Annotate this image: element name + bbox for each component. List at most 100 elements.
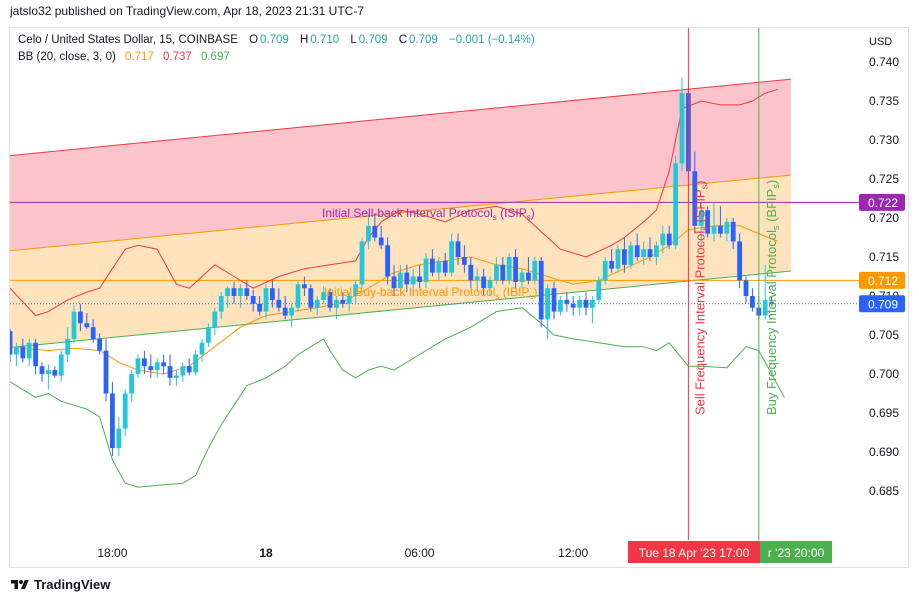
candle-body xyxy=(494,264,499,281)
candle-body xyxy=(308,288,314,308)
candle-body xyxy=(206,327,211,343)
candle-body xyxy=(506,257,512,281)
sell-zone xyxy=(10,79,791,251)
candle-body xyxy=(692,171,698,226)
candle-body xyxy=(295,284,301,308)
candle-body xyxy=(26,342,32,359)
candle-body xyxy=(129,374,134,394)
candle-body xyxy=(84,323,90,328)
candle-body xyxy=(346,296,352,304)
candle-body xyxy=(577,299,582,308)
symbol-legend: Celo / United States Dollar, 15, COINBAS… xyxy=(18,34,537,46)
isip-price-badge-bg xyxy=(859,193,905,211)
candle-body xyxy=(436,260,442,273)
bb-legend: BB (20, close, 3, 0) 0.717 0.737 0.697 xyxy=(18,51,232,63)
y-tick-label: 0.725 xyxy=(869,172,899,186)
candle-body xyxy=(193,354,198,373)
y-tick-label: 0.705 xyxy=(869,328,899,342)
candle-body xyxy=(641,249,646,257)
candle-body xyxy=(622,249,627,265)
candle-body xyxy=(180,366,186,376)
candle-body xyxy=(14,346,19,355)
high-value: 0.710 xyxy=(310,34,340,46)
y-tick-label: 0.685 xyxy=(869,484,899,498)
isip-price-badge: 0.722 xyxy=(868,196,898,210)
y-tick-label: 0.700 xyxy=(869,367,899,381)
candle-body xyxy=(238,288,243,296)
candle-body xyxy=(513,257,518,282)
bb-upper-value: 0.737 xyxy=(162,51,192,63)
candle-body xyxy=(487,280,493,289)
candle-body xyxy=(519,272,525,282)
candle-body xyxy=(372,225,378,238)
candle-body xyxy=(71,311,77,339)
y-tick-label: 0.730 xyxy=(869,133,899,147)
y-tick-label: 0.695 xyxy=(869,406,899,420)
candle-body xyxy=(385,245,390,277)
open-value: 0.709 xyxy=(260,34,289,46)
candle-body xyxy=(449,241,454,273)
candle-body xyxy=(391,276,397,289)
candle-body xyxy=(590,299,595,308)
candle-body xyxy=(97,338,102,351)
candle-body xyxy=(724,221,730,234)
candle-body xyxy=(116,428,122,449)
candle-body xyxy=(602,260,608,281)
y-axis-unit: USD xyxy=(869,36,892,48)
symbol-name: Celo / United States Dollar, 15, COINBAS… xyxy=(18,34,238,46)
candle-body xyxy=(609,260,614,269)
x-tick-label: 18 xyxy=(259,546,273,560)
candle-body xyxy=(628,245,634,265)
candle-body xyxy=(526,272,531,281)
candle-body xyxy=(250,296,256,304)
candle-body xyxy=(110,393,115,449)
candle-body xyxy=(462,257,467,265)
y-tick-label: 0.735 xyxy=(869,94,899,108)
candle-body xyxy=(366,225,371,242)
candle-body xyxy=(135,358,141,374)
candle-body xyxy=(90,327,96,339)
candle-body xyxy=(314,299,320,308)
close-value: 0.709 xyxy=(409,34,438,46)
candle-body xyxy=(666,233,672,246)
bb-label: BB (20, close, 3, 0) xyxy=(18,51,116,63)
x-tick-label: 18:00 xyxy=(97,546,127,560)
candle-body xyxy=(660,233,666,246)
candle-body xyxy=(225,288,230,296)
candle-body xyxy=(730,221,736,242)
candle-body xyxy=(10,331,13,355)
ibip-price-badge-bg xyxy=(859,271,905,289)
x-tick-label: 12:00 xyxy=(558,546,588,560)
candle-body xyxy=(263,288,269,312)
candle-body xyxy=(289,307,294,316)
bfip-time-badge-bg xyxy=(760,541,832,563)
plot-area: Sell Frequency Interval Protocols (SFIPs… xyxy=(10,28,859,540)
candle-body xyxy=(679,93,685,164)
candle-body xyxy=(33,342,38,367)
current-price-badge: 0.709 xyxy=(868,297,898,311)
buy-zone xyxy=(10,175,791,348)
candle-body xyxy=(353,284,358,296)
candle-body xyxy=(142,358,147,367)
candle-body xyxy=(122,393,128,429)
low-label: L xyxy=(350,34,357,46)
candle-body xyxy=(762,299,768,316)
x-tick-label: 06:00 xyxy=(405,546,435,560)
candle-body xyxy=(647,249,653,257)
candle-body xyxy=(103,350,109,394)
y-tick-label: 0.715 xyxy=(869,250,899,264)
sfip-time-badge-bg xyxy=(628,541,760,563)
ibip-label: Initial Buy-back Interval Protocols (IBI… xyxy=(324,285,537,301)
candle-body xyxy=(615,249,621,269)
candle-body xyxy=(743,280,749,296)
candle-body xyxy=(481,276,486,289)
candle-body xyxy=(468,264,474,281)
footer-brand[interactable]: TradingView xyxy=(10,577,110,592)
open-label: O xyxy=(249,34,259,46)
candle-body xyxy=(199,342,205,355)
candle-body xyxy=(532,260,538,281)
candle-body xyxy=(244,288,250,296)
candle-body xyxy=(378,237,384,246)
candle-body xyxy=(161,362,166,367)
